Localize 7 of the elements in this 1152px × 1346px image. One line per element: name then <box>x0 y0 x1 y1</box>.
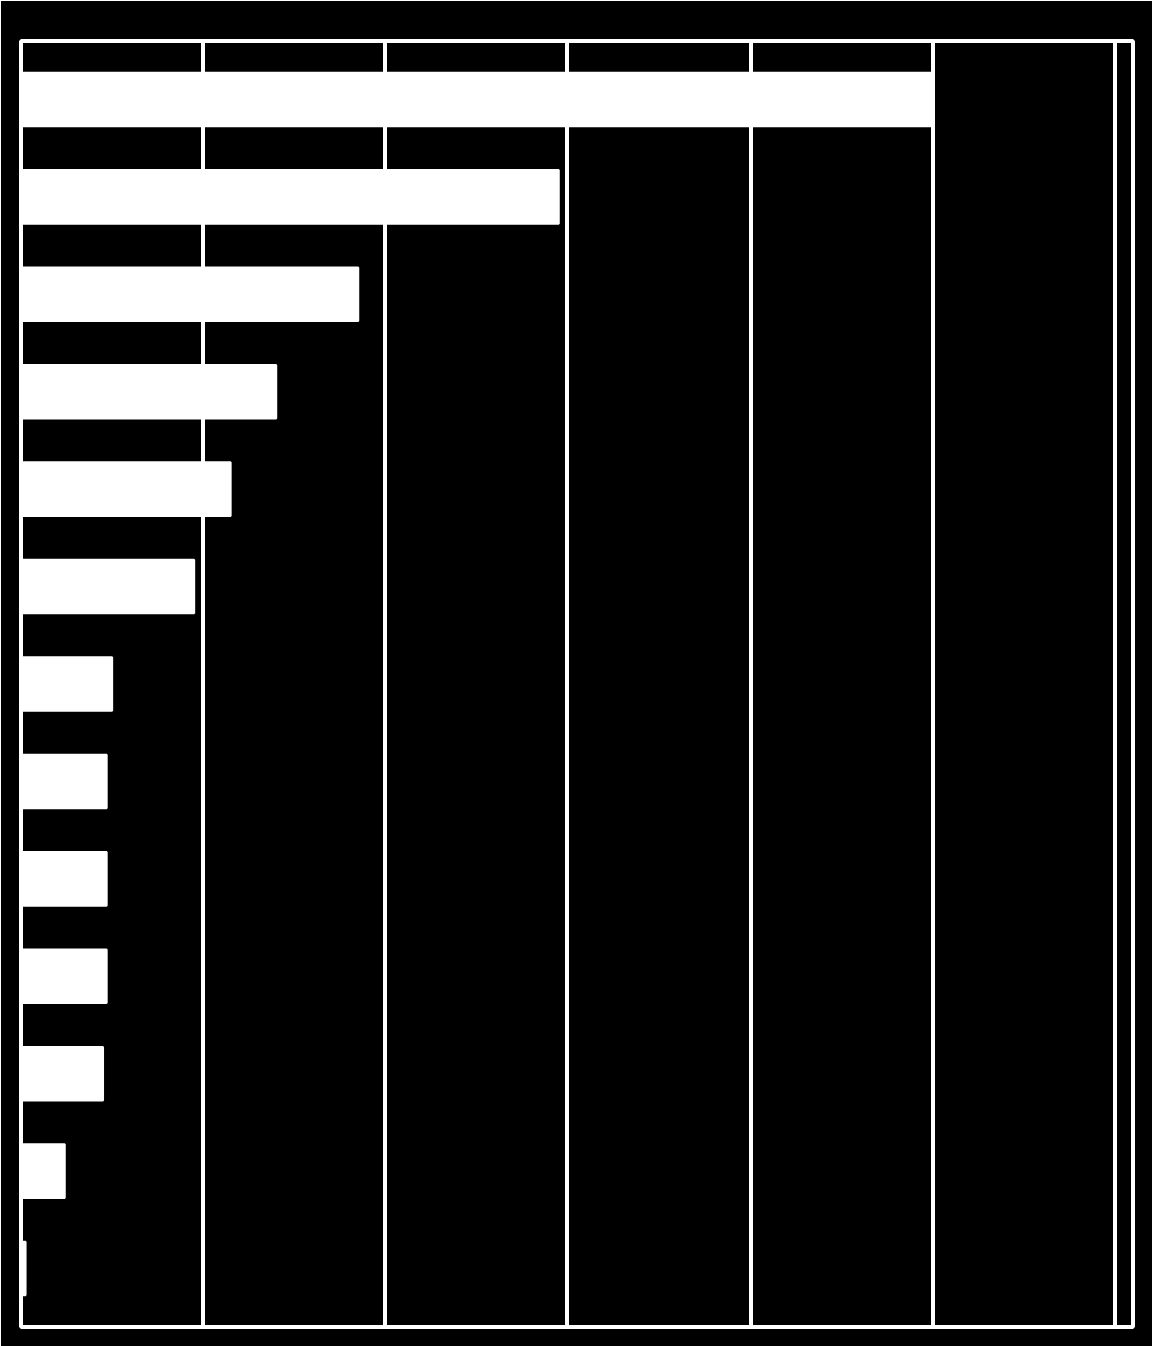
bar <box>21 1045 105 1102</box>
bar <box>21 948 108 1005</box>
bar <box>21 656 114 712</box>
bar <box>21 851 108 907</box>
bar <box>21 1143 66 1199</box>
bar <box>21 558 196 615</box>
bar <box>21 753 108 810</box>
